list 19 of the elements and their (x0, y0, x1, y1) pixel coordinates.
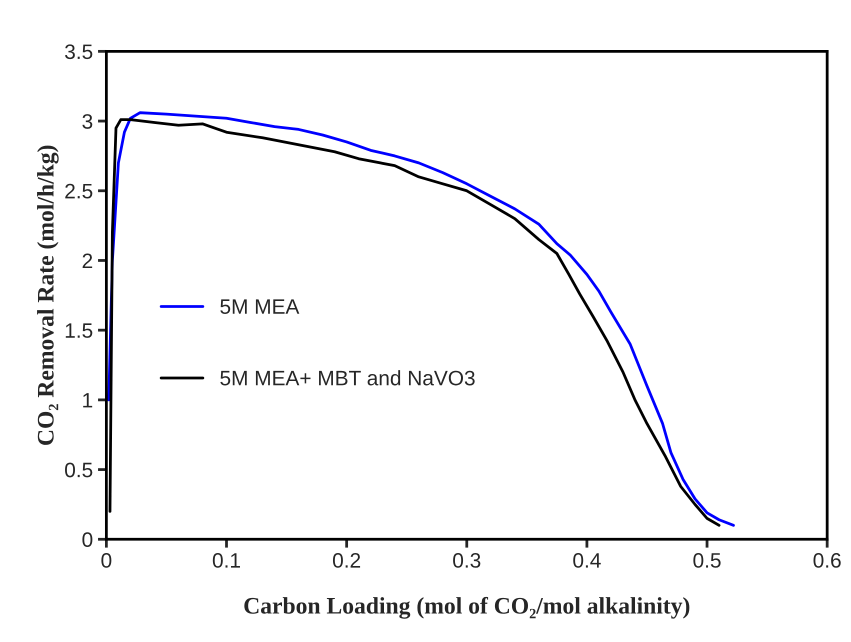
x-tick-label: 0 (101, 553, 112, 568)
legend-label: 5M MEA+ MBT and NaVO3 (220, 370, 475, 386)
x-tick-label: 0.2 (332, 553, 360, 568)
x-tick-label: 0.4 (573, 553, 601, 568)
y-axis-title: CO₂ Removal Rate (mol/h/kg) (37, 146, 59, 445)
y-tick-label: 0.5 (65, 462, 92, 478)
y-tick-label: 1 (83, 393, 92, 408)
y-tick-label: 2.5 (65, 184, 92, 199)
y-tick-label: 0 (82, 532, 92, 548)
x-axis-title: Carbon Loading (mol of CO₂/mol alkalinity) (244, 596, 690, 619)
y-tick-label: 3.5 (65, 44, 92, 60)
x-tick-label: 0.3 (453, 553, 480, 568)
x-tick-label: 0.5 (693, 553, 721, 568)
legend-label: 5M MEA (220, 299, 300, 314)
x-tick-label: 0.6 (814, 553, 841, 568)
y-tick-label: 3 (82, 114, 92, 129)
x-tick-label: 0.1 (212, 553, 240, 568)
y-tick-label: 1.5 (66, 323, 92, 338)
y-tick-label: 2 (82, 253, 92, 268)
